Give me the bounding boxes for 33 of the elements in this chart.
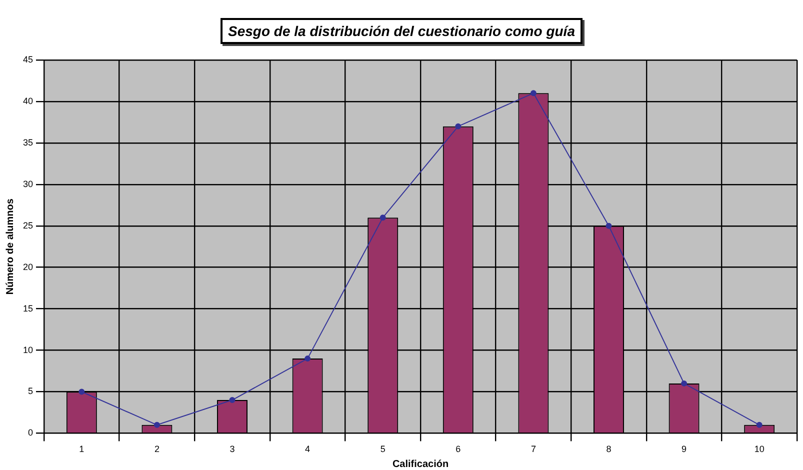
x-tick-label: 10 — [754, 444, 764, 454]
point — [78, 388, 85, 395]
x-tick-label: 2 — [154, 444, 160, 454]
x-tick-label: 7 — [530, 444, 536, 454]
x-axis-title: Calificación — [392, 458, 449, 470]
y-tick-label: 30 — [22, 178, 34, 189]
y-axis-title: Número de alumnos — [4, 198, 16, 295]
y-tick-label: 35 — [22, 137, 34, 148]
y-tick-label: 10 — [22, 344, 34, 355]
point — [530, 90, 536, 96]
point — [681, 380, 688, 386]
y-tick-label: 0 — [28, 428, 34, 438]
point — [380, 214, 386, 221]
y-tick-label: 15 — [22, 303, 34, 314]
x-tick-label: 8 — [606, 444, 612, 454]
x-tick-label: 9 — [682, 444, 687, 454]
point — [304, 356, 311, 362]
y-tick-label: 40 — [22, 96, 34, 106]
x-tick-label: 1 — [79, 444, 84, 454]
y-tick-label: 20 — [22, 262, 34, 272]
x-tick-label: 4 — [305, 444, 310, 454]
point — [455, 123, 462, 130]
point — [154, 422, 160, 428]
y-tick-label: 25 — [22, 220, 34, 230]
x-tick-label: 3 — [230, 444, 235, 454]
x-tick-label: 6 — [456, 444, 461, 454]
x-tick-label: 5 — [380, 444, 386, 454]
point — [756, 422, 762, 428]
point — [606, 222, 612, 229]
y-tick-label: 45 — [22, 54, 34, 64]
y-tick-label: 5 — [28, 386, 34, 396]
chart-title: Sesgo de la distribución del cuestionario como guía — [220, 18, 583, 44]
point — [229, 397, 236, 404]
